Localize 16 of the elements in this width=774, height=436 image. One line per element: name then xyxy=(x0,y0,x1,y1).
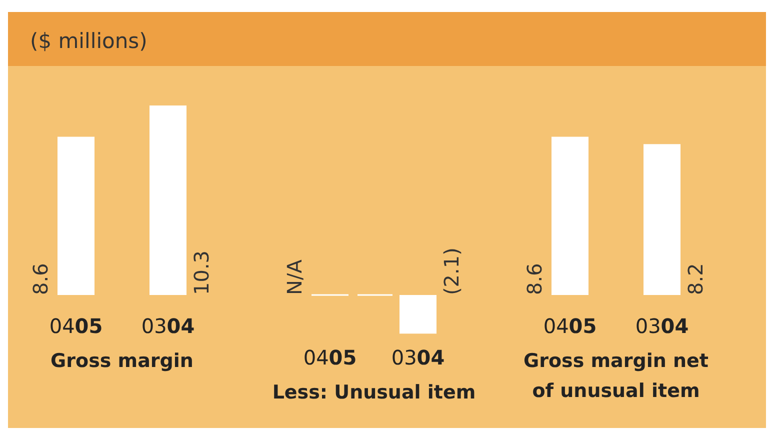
x-tick-label: 0405 xyxy=(543,314,597,338)
x-tick-label: 0405 xyxy=(303,346,357,370)
data-label: 8.2 xyxy=(684,263,708,295)
data-label: (2.1) xyxy=(440,248,464,295)
x-tick-label: 0304 xyxy=(391,346,445,370)
data-label: 10.3 xyxy=(190,250,214,295)
x-axis-title: Less: Unusual item xyxy=(272,382,476,404)
chart-title: ($ millions) xyxy=(30,29,148,53)
x-tick-label: 0405 xyxy=(49,314,103,338)
text: N/A xyxy=(282,260,306,295)
x-axis-title: Gross margin net of unusual item xyxy=(524,350,708,402)
x-axis-title: Gross margin xyxy=(50,350,194,372)
data-label: 8.6 xyxy=(28,263,52,295)
x-tick-label: 0304 xyxy=(635,314,689,338)
data-label: 8.6 xyxy=(522,263,546,295)
x-tick-label: 0304 xyxy=(141,314,195,338)
